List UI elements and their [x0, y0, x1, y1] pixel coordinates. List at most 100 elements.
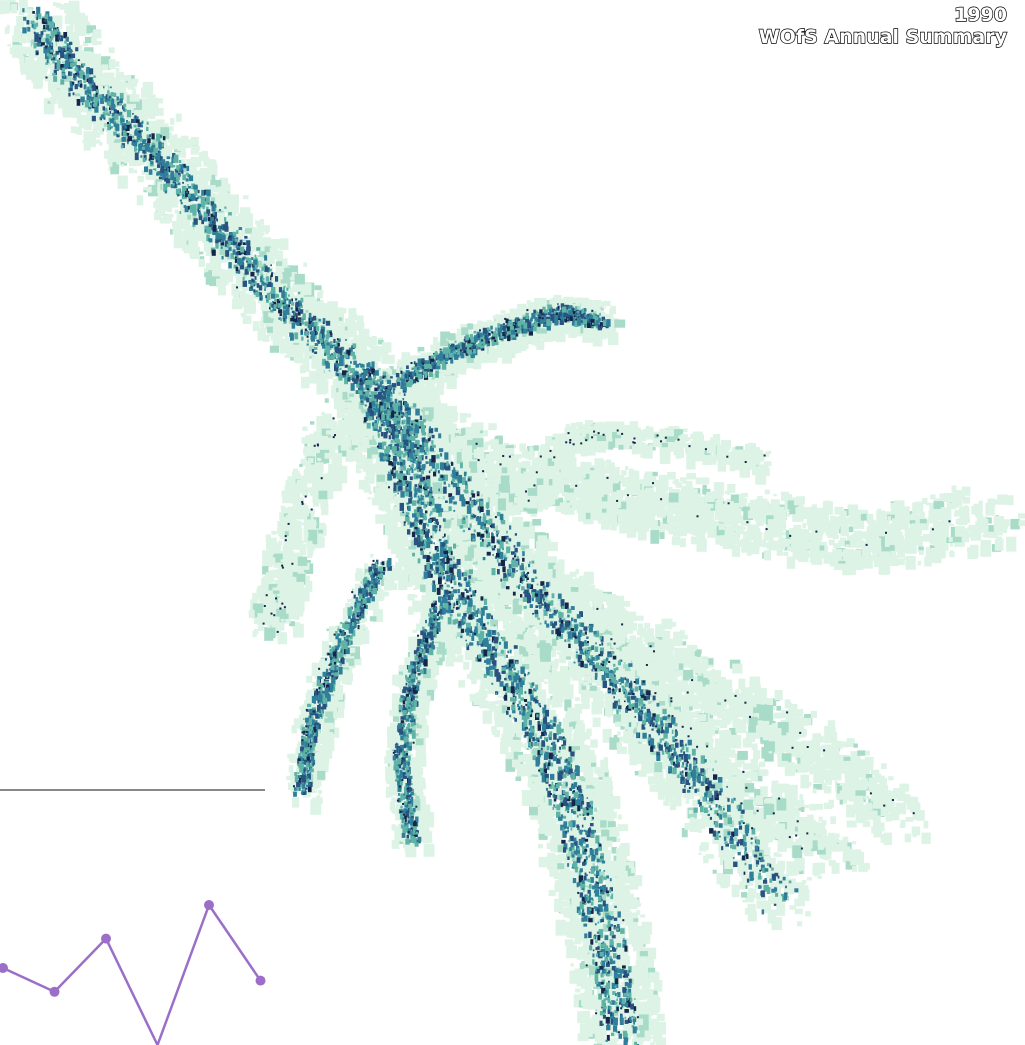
water-pixel: [355, 321, 365, 331]
water-pixel: [260, 232, 265, 236]
water-pixel: [370, 440, 378, 452]
water-pixel: [463, 563, 470, 571]
water-pixel: [636, 933, 644, 942]
water-pixel: [610, 796, 621, 809]
water-pixel: [574, 815, 582, 821]
water-pixel: [360, 353, 368, 365]
water-pixel: [579, 963, 585, 970]
water-pixel: [157, 206, 166, 217]
water-pixel: [51, 39, 63, 55]
water-pixel: [347, 325, 355, 331]
water-pixel: [25, 19, 35, 33]
water-pixel: [324, 398, 329, 403]
water-pixel: [412, 577, 421, 584]
water-pixel: [168, 126, 172, 132]
water-pixel: [297, 286, 302, 291]
water-pixel: [112, 162, 120, 169]
water-pixel: [34, 68, 45, 80]
water-pixel: [74, 126, 82, 134]
water-pixel: [218, 204, 223, 211]
water-pixel: [566, 933, 571, 938]
water-pixel: [612, 890, 621, 900]
water-pixel: [211, 261, 221, 273]
water-pixel: [603, 757, 609, 762]
water-pixel: [408, 512, 415, 520]
water-pixel: [255, 220, 262, 225]
water-pixel: [570, 887, 574, 891]
water-pixel: [351, 399, 359, 410]
water-pixel: [209, 270, 220, 287]
water-pixel: [222, 279, 229, 286]
water-pixel: [242, 243, 248, 248]
water-pixel: [335, 342, 345, 349]
water-pixel: [194, 170, 199, 175]
water-pixel: [492, 648, 503, 660]
water-pixel: [356, 454, 367, 464]
water-pixel: [35, 78, 40, 82]
water-pixel: [353, 314, 358, 320]
water-pixel: [642, 1002, 651, 1012]
water-pixel: [187, 185, 197, 199]
water-pixel: [121, 114, 131, 123]
water-pixel: [442, 648, 448, 655]
water-pixel: [337, 419, 345, 427]
water-pixel: [189, 251, 193, 257]
water-pixel: [598, 768, 605, 778]
water-pixel: [254, 274, 263, 282]
water-pixel: [537, 693, 547, 706]
water-pixel: [498, 699, 505, 708]
water-pixel: [529, 804, 540, 816]
water-pixel: [577, 737, 585, 748]
water-pixel: [551, 698, 556, 705]
water-pixel: [301, 376, 310, 389]
water-pixel: [107, 103, 111, 109]
water-pixel: [219, 177, 229, 187]
water-pixel: [639, 995, 646, 1001]
water-pixel: [618, 1003, 623, 1010]
water-pixel: [142, 101, 153, 117]
water-pixel: [425, 577, 435, 585]
water-pixel: [595, 784, 604, 795]
water-pixel: [264, 300, 274, 308]
water-pixel: [396, 506, 400, 510]
water-pixel: [586, 728, 592, 736]
water-pixel: [412, 574, 417, 579]
water-pixel: [454, 585, 460, 592]
water-pixel: [613, 961, 621, 971]
water-pixel: [78, 114, 86, 121]
water-pixel: [275, 337, 284, 346]
water-pixel: [124, 137, 129, 142]
water-pixel: [610, 1010, 619, 1017]
water-pixel: [262, 334, 270, 342]
water-pixel: [115, 78, 121, 86]
water-pixel: [500, 716, 505, 722]
water-pixel: [149, 115, 156, 120]
water-pixel: [487, 703, 496, 709]
water-pixel: [625, 865, 635, 881]
water-pixel: [480, 587, 487, 597]
water-pixel: [270, 336, 275, 341]
water-pixel: [74, 82, 84, 94]
water-pixel: [27, 29, 36, 40]
water-pixel: [266, 276, 276, 286]
water-pixel: [398, 547, 409, 560]
water-pixel: [110, 149, 114, 153]
water-pixel: [306, 345, 314, 356]
water-pixel: [174, 209, 179, 214]
water-pixel: [596, 1036, 606, 1045]
water-pixel: [251, 231, 261, 241]
water-pixel: [191, 145, 200, 152]
water-pixel: [458, 640, 468, 646]
water-pixel: [581, 759, 587, 767]
water-pixel: [592, 779, 599, 787]
water-pixel: [586, 929, 598, 938]
water-pixel: [527, 758, 537, 772]
water-pixel: [438, 552, 448, 562]
water-pixel: [617, 850, 623, 856]
water-pixel: [122, 75, 132, 81]
water-pixel: [183, 245, 190, 254]
water-pixel: [304, 352, 310, 361]
water-pixel: [387, 526, 399, 537]
water-pixel: [4, 4, 12, 13]
water-pixel: [280, 329, 289, 337]
